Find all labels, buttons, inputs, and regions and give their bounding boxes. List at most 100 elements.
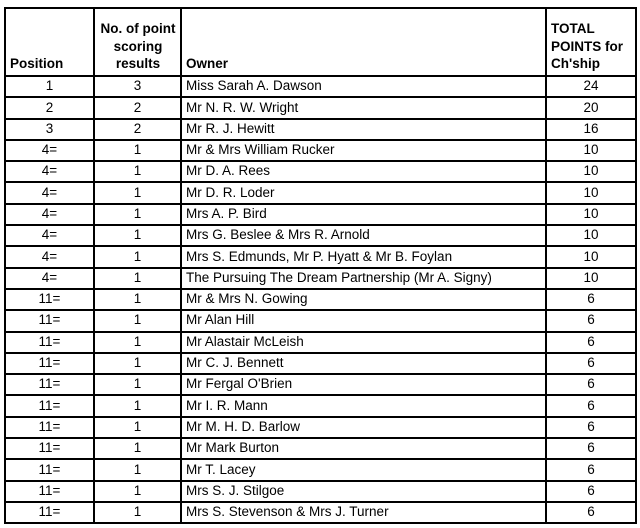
cell-results: 1 bbox=[93, 138, 182, 163]
cell-position: 4= bbox=[4, 245, 95, 269]
cell-points: 24 bbox=[545, 74, 637, 99]
cell-results: 1 bbox=[93, 458, 182, 482]
table-body: 1 3 Miss Sarah A. Dawson 24 2 2 Mr N. R.… bbox=[4, 74, 637, 525]
cell-position: 4= bbox=[4, 224, 95, 248]
cell-points: 6 bbox=[545, 437, 637, 461]
cell-owner: Miss Sarah A. Dawson bbox=[180, 74, 547, 99]
cell-results: 1 bbox=[93, 373, 182, 397]
cell-owner: Mr D. A. Rees bbox=[180, 160, 547, 184]
column-header-results: No. of point scoring results bbox=[93, 7, 182, 77]
table-row: 11= 1 Mrs S. J. Stilgoe 6 bbox=[4, 479, 637, 503]
table-row: 4= 1 The Pursuing The Dream Partnership … bbox=[4, 266, 637, 290]
cell-position: 11= bbox=[4, 309, 95, 333]
cell-position: 11= bbox=[4, 479, 95, 503]
table-row: 11= 1 Mr I. R. Mann 6 bbox=[4, 394, 637, 418]
cell-points: 6 bbox=[545, 458, 637, 482]
cell-position: 11= bbox=[4, 373, 95, 397]
cell-position: 11= bbox=[4, 394, 95, 418]
cell-owner: Mr N. R. W. Wright bbox=[180, 96, 547, 120]
cell-points: 10 bbox=[545, 181, 637, 205]
cell-position: 11= bbox=[4, 437, 95, 461]
cell-points: 10 bbox=[545, 224, 637, 248]
cell-results: 1 bbox=[93, 479, 182, 503]
cell-owner: Mr D. R. Loder bbox=[180, 181, 547, 205]
table-row: 1 3 Miss Sarah A. Dawson 24 bbox=[4, 74, 637, 99]
cell-owner: Mrs G. Beslee & Mrs R. Arnold bbox=[180, 224, 547, 248]
cell-points: 6 bbox=[545, 394, 637, 418]
cell-results: 1 bbox=[93, 415, 182, 440]
cell-position: 4= bbox=[4, 202, 95, 227]
cell-position: 1 bbox=[4, 74, 95, 99]
table-row: 4= 1 Mr D. R. Loder 10 bbox=[4, 181, 637, 205]
cell-results: 1 bbox=[93, 351, 182, 376]
cell-results: 1 bbox=[93, 202, 182, 227]
cell-points: 6 bbox=[545, 415, 637, 440]
cell-owner: Mr I. R. Mann bbox=[180, 394, 547, 418]
table-row: 2 2 Mr N. R. W. Wright 20 bbox=[4, 96, 637, 120]
cell-points: 10 bbox=[545, 245, 637, 269]
table-row: 3 2 Mr R. J. Hewitt 16 bbox=[4, 117, 637, 141]
cell-position: 11= bbox=[4, 330, 95, 354]
cell-points: 10 bbox=[545, 160, 637, 184]
cell-results: 1 bbox=[93, 224, 182, 248]
championship-points-table: Position No. of point scoring results Ow… bbox=[4, 7, 637, 525]
table-row: 4= 1 Mr D. A. Rees 10 bbox=[4, 160, 637, 184]
column-header-points: TOTAL POINTS for Ch'ship bbox=[545, 7, 637, 77]
cell-position: 11= bbox=[4, 458, 95, 482]
cell-owner: Mrs S. Stevenson & Mrs J. Turner bbox=[180, 500, 547, 525]
cell-position: 11= bbox=[4, 415, 95, 440]
cell-owner: Mr & Mrs William Rucker bbox=[180, 138, 547, 163]
cell-owner: Mr R. J. Hewitt bbox=[180, 117, 547, 141]
table-row: 11= 1 Mr C. J. Bennett 6 bbox=[4, 351, 637, 376]
cell-results: 1 bbox=[93, 309, 182, 333]
cell-results: 1 bbox=[93, 181, 182, 205]
cell-points: 10 bbox=[545, 266, 637, 290]
cell-position: 2 bbox=[4, 96, 95, 120]
table-row: 11= 1 Mr T. Lacey 6 bbox=[4, 458, 637, 482]
cell-results: 1 bbox=[93, 394, 182, 418]
cell-results: 1 bbox=[93, 330, 182, 354]
cell-points: 6 bbox=[545, 309, 637, 333]
cell-points: 6 bbox=[545, 373, 637, 397]
table-header-row: Position No. of point scoring results Ow… bbox=[4, 7, 637, 77]
cell-position: 11= bbox=[4, 500, 95, 525]
cell-results: 1 bbox=[93, 500, 182, 525]
cell-points: 20 bbox=[545, 96, 637, 120]
cell-results: 1 bbox=[93, 245, 182, 269]
cell-results: 1 bbox=[93, 437, 182, 461]
table-row: 11= 1 Mr Mark Burton 6 bbox=[4, 437, 637, 461]
cell-owner: Mr Alastair McLeish bbox=[180, 330, 547, 354]
cell-results: 2 bbox=[93, 96, 182, 120]
cell-results: 2 bbox=[93, 117, 182, 141]
cell-points: 6 bbox=[545, 287, 637, 312]
cell-owner: Mr Mark Burton bbox=[180, 437, 547, 461]
cell-points: 16 bbox=[545, 117, 637, 141]
table-row: 11= 1 Mr Alastair McLeish 6 bbox=[4, 330, 637, 354]
cell-points: 10 bbox=[545, 138, 637, 163]
cell-points: 6 bbox=[545, 500, 637, 525]
table-row: 4= 1 Mr & Mrs William Rucker 10 bbox=[4, 138, 637, 163]
cell-results: 1 bbox=[93, 287, 182, 312]
cell-results: 3 bbox=[93, 74, 182, 99]
table-row: 11= 1 Mrs S. Stevenson & Mrs J. Turner 6 bbox=[4, 500, 637, 525]
cell-points: 10 bbox=[545, 202, 637, 227]
cell-owner: Mrs A. P. Bird bbox=[180, 202, 547, 227]
cell-position: 4= bbox=[4, 181, 95, 205]
cell-position: 11= bbox=[4, 287, 95, 312]
cell-points: 6 bbox=[545, 479, 637, 503]
cell-position: 4= bbox=[4, 266, 95, 290]
cell-owner: Mr C. J. Bennett bbox=[180, 351, 547, 376]
cell-position: 4= bbox=[4, 160, 95, 184]
table-row: 11= 1 Mr Fergal O'Brien 6 bbox=[4, 373, 637, 397]
table-row: 11= 1 Mr & Mrs N. Gowing 6 bbox=[4, 287, 637, 312]
cell-owner: Mrs S. J. Stilgoe bbox=[180, 479, 547, 503]
cell-position: 4= bbox=[4, 138, 95, 163]
cell-owner: Mr & Mrs N. Gowing bbox=[180, 287, 547, 312]
cell-owner: Mr T. Lacey bbox=[180, 458, 547, 482]
table-row: 4= 1 Mrs A. P. Bird 10 bbox=[4, 202, 637, 227]
column-header-position: Position bbox=[4, 7, 95, 77]
cell-results: 1 bbox=[93, 160, 182, 184]
cell-owner: Mrs S. Edmunds, Mr P. Hyatt & Mr B. Foyl… bbox=[180, 245, 547, 269]
cell-results: 1 bbox=[93, 266, 182, 290]
table-row: 4= 1 Mrs S. Edmunds, Mr P. Hyatt & Mr B.… bbox=[4, 245, 637, 269]
